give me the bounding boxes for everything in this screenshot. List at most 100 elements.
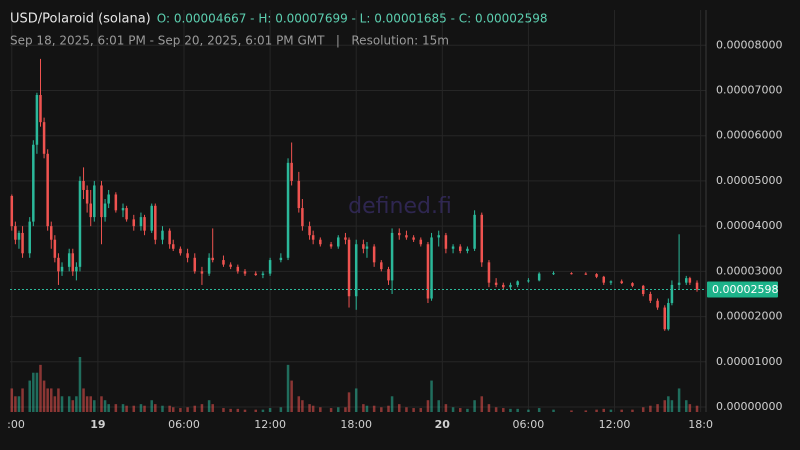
volume-bar bbox=[139, 404, 143, 412]
candle-body bbox=[78, 180, 82, 267]
candle-body bbox=[168, 230, 171, 245]
volume-bar bbox=[229, 408, 232, 412]
candle-body bbox=[319, 239, 322, 245]
volume-bar bbox=[261, 409, 265, 412]
volume-bar bbox=[390, 396, 394, 412]
candle-body bbox=[405, 235, 408, 238]
volume-bar bbox=[21, 388, 24, 412]
candle-body bbox=[430, 237, 433, 299]
volume-bar bbox=[168, 405, 171, 412]
candle-body bbox=[466, 248, 469, 252]
candle-body bbox=[437, 235, 440, 238]
candle-body bbox=[50, 226, 53, 240]
volume-bar bbox=[60, 396, 64, 412]
volume-bar bbox=[372, 405, 376, 412]
candle-body bbox=[390, 232, 394, 281]
volume-bar bbox=[243, 409, 247, 412]
volume-bar bbox=[516, 408, 519, 412]
y-tick-label: 0.00008000 bbox=[716, 38, 782, 51]
volume-bar bbox=[89, 396, 92, 412]
candle-body bbox=[602, 276, 606, 283]
volume-bar bbox=[53, 396, 57, 412]
y-tick-label: 0.00005000 bbox=[716, 174, 782, 187]
candle-body bbox=[656, 300, 659, 308]
volume-bar bbox=[319, 407, 322, 412]
volume-bar bbox=[10, 388, 14, 412]
volume-bar bbox=[426, 400, 430, 412]
volume-bar bbox=[509, 408, 512, 412]
candle-body bbox=[494, 282, 498, 285]
volume-bar bbox=[107, 404, 110, 412]
volume-bar bbox=[365, 405, 369, 412]
candle-body bbox=[254, 273, 258, 275]
volume-bar bbox=[430, 380, 433, 412]
volume-bar bbox=[71, 400, 75, 412]
volume-bar bbox=[487, 404, 491, 412]
volume-bar bbox=[398, 404, 401, 412]
candle-body bbox=[480, 214, 484, 263]
candle-body bbox=[114, 194, 118, 211]
candle-body bbox=[139, 217, 143, 227]
candle-body bbox=[344, 237, 347, 240]
volume-bar bbox=[537, 408, 541, 412]
volume-bar bbox=[200, 404, 204, 412]
volume-bar bbox=[494, 407, 498, 412]
volume-bar bbox=[193, 405, 197, 412]
candle-body bbox=[595, 274, 598, 277]
candle-body bbox=[42, 122, 46, 154]
volume-bar bbox=[125, 405, 128, 412]
y-tick-label: 0.00001000 bbox=[716, 355, 782, 368]
candle-body bbox=[103, 203, 107, 218]
candle-body bbox=[243, 271, 247, 274]
axes: 0.00000000 0.00001000 0.00002000 0.00003000… bbox=[7, 38, 782, 431]
candle-body bbox=[649, 293, 652, 301]
candle-body bbox=[71, 253, 75, 272]
x-tick-label: 19 bbox=[90, 418, 105, 431]
volume-bar bbox=[649, 405, 652, 412]
candle-body bbox=[85, 189, 89, 204]
volume-bar bbox=[677, 388, 681, 412]
candle-body bbox=[207, 257, 211, 274]
candle-body bbox=[57, 257, 60, 272]
candle-body bbox=[60, 266, 64, 272]
candle-body bbox=[502, 284, 505, 288]
candle-body bbox=[200, 271, 204, 274]
volume-bar bbox=[279, 407, 283, 412]
candle-body bbox=[667, 303, 670, 330]
volume-bar bbox=[458, 408, 462, 412]
candle-body bbox=[398, 232, 401, 236]
candle-body bbox=[297, 180, 301, 209]
x-tick-label: 12:00 bbox=[599, 418, 631, 431]
volume-bar bbox=[419, 408, 423, 412]
candle-body bbox=[46, 153, 49, 227]
candle-body bbox=[365, 246, 369, 249]
volume-bar bbox=[685, 400, 688, 412]
volume-bar bbox=[695, 405, 699, 412]
candle-body bbox=[570, 273, 573, 275]
candle-body bbox=[39, 95, 42, 123]
volume-bar bbox=[154, 404, 157, 412]
volume-bar bbox=[268, 408, 272, 412]
volume-bar bbox=[161, 405, 164, 412]
candle-body bbox=[677, 282, 681, 285]
chart-title: USD/Polaroid (solana) bbox=[10, 12, 151, 27]
x-tick-label: 06:00 bbox=[168, 418, 200, 431]
candle-body bbox=[67, 253, 71, 267]
volume-bar bbox=[39, 364, 42, 412]
candle-body bbox=[89, 203, 92, 218]
volume-bar bbox=[301, 400, 304, 412]
candle-body bbox=[301, 208, 304, 227]
volume-bar bbox=[32, 372, 35, 412]
volume-bar bbox=[584, 410, 588, 412]
volume-bar bbox=[663, 400, 666, 412]
candle-body bbox=[473, 214, 476, 249]
x-tick-label: 18:00 bbox=[340, 418, 372, 431]
volume-bar bbox=[67, 396, 71, 412]
x-tick-label: 18:0 bbox=[688, 418, 713, 431]
x-tick-label: 06:00 bbox=[513, 418, 545, 431]
candle-body bbox=[670, 284, 674, 304]
volume-bar bbox=[444, 404, 448, 412]
candle-body bbox=[93, 185, 96, 218]
candle-body bbox=[584, 273, 588, 275]
